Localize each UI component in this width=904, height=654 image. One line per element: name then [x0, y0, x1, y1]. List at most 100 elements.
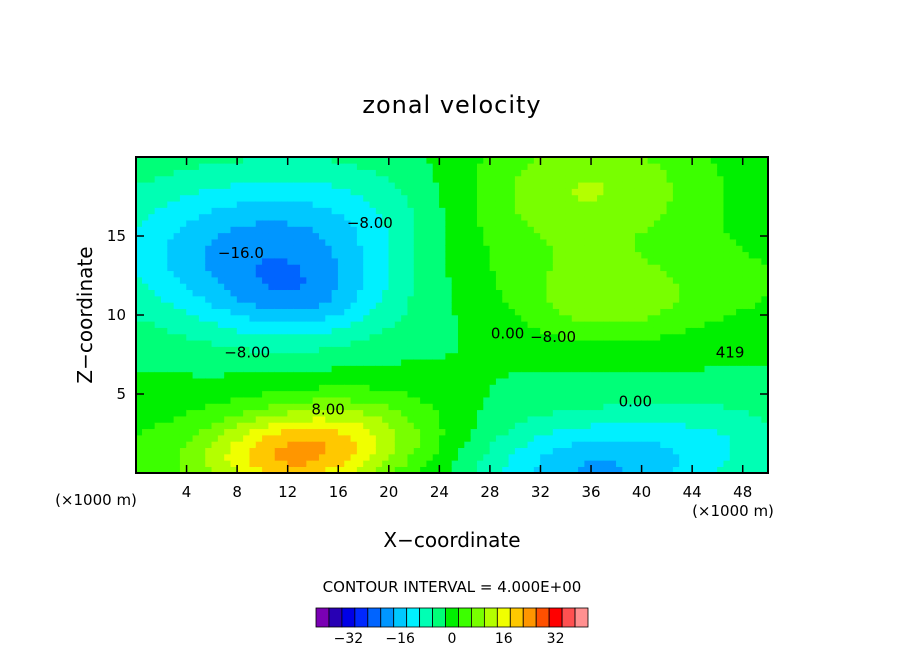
- field-cell: [230, 188, 238, 196]
- field-cell: [318, 283, 326, 291]
- field-cell: [439, 232, 446, 240]
- field-cell: [597, 276, 604, 284]
- field-cell: [186, 232, 194, 240]
- field-cell: [337, 358, 345, 366]
- field-cell: [217, 321, 225, 328]
- field-cell: [230, 314, 238, 322]
- field-cell: [603, 396, 611, 404]
- field-cell: [685, 213, 693, 221]
- field-cell: [464, 188, 472, 196]
- field-cell: [571, 207, 579, 215]
- field-cell: [723, 295, 731, 303]
- field-cell: [363, 200, 371, 208]
- field-cell: [369, 157, 377, 164]
- field-cell: [420, 302, 428, 309]
- field-cell: [710, 175, 718, 183]
- field-cell: [458, 194, 465, 202]
- field-cell: [616, 321, 623, 328]
- field-cell: [331, 289, 339, 297]
- field-cell: [205, 219, 213, 227]
- field-cell: [413, 163, 421, 170]
- field-cell: [616, 232, 623, 240]
- field-cell: [142, 238, 149, 246]
- field-cell: [420, 396, 428, 404]
- field-cell: [236, 371, 244, 379]
- field-cell: [698, 226, 706, 234]
- field-cell: [262, 264, 270, 272]
- field-cell: [167, 270, 175, 278]
- field-cell: [236, 358, 244, 366]
- field-cell: [571, 339, 579, 347]
- field-cell: [167, 188, 175, 196]
- field-cell: [407, 270, 415, 278]
- field-cell: [552, 403, 560, 411]
- field-cell: [571, 219, 579, 227]
- field-cell: [533, 358, 541, 366]
- field-cell: [432, 302, 440, 309]
- field-cell: [388, 409, 396, 417]
- field-cell: [723, 200, 731, 208]
- field-cell: [717, 308, 725, 316]
- field-cell: [641, 333, 649, 341]
- field-cell: [382, 339, 390, 347]
- field-cell: [571, 422, 579, 430]
- field-cell: [565, 181, 573, 189]
- field-cell: [306, 238, 314, 246]
- field-cell: [255, 441, 263, 449]
- field-cell: [293, 188, 301, 196]
- field-cell: [325, 365, 333, 373]
- field-cell: [148, 365, 156, 373]
- field-cell: [628, 346, 636, 354]
- field-cell: [375, 276, 383, 284]
- field-cell: [584, 308, 592, 316]
- field-cell: [723, 276, 731, 284]
- field-cell: [293, 403, 301, 411]
- field-cell: [508, 358, 516, 366]
- field-cell: [312, 276, 320, 284]
- field-cell: [685, 466, 693, 473]
- field-cell: [205, 434, 213, 442]
- field-cell: [136, 157, 143, 164]
- field-cell: [559, 295, 567, 303]
- field-cell: [413, 403, 421, 411]
- field-cell: [445, 434, 453, 442]
- field-cell: [312, 226, 320, 234]
- field-cell: [382, 308, 390, 316]
- field-cell: [552, 466, 560, 473]
- field-cell: [508, 321, 516, 328]
- field-cell: [464, 232, 472, 240]
- field-cell: [249, 219, 257, 227]
- field-cell: [420, 188, 428, 196]
- field-cell: [205, 245, 213, 253]
- field-cell: [148, 194, 156, 202]
- field-cell: [167, 428, 175, 436]
- field-cell: [666, 321, 674, 328]
- field-cell: [559, 302, 567, 309]
- field-cell: [344, 276, 352, 284]
- field-cell: [552, 264, 560, 272]
- field-cell: [761, 346, 768, 354]
- field-cell: [571, 327, 579, 335]
- field-cell: [224, 283, 232, 291]
- field-cell: [647, 295, 655, 303]
- field-cell: [451, 283, 459, 291]
- field-cell: [369, 466, 377, 473]
- field-cell: [154, 175, 162, 183]
- field-cell: [192, 245, 200, 253]
- field-cell: [679, 321, 687, 328]
- field-cell: [179, 302, 187, 309]
- field-cell: [634, 194, 642, 202]
- field-cell: [173, 358, 181, 366]
- field-cell: [666, 453, 674, 461]
- field-cell: [445, 333, 453, 341]
- field-cell: [249, 308, 257, 316]
- field-cell: [704, 371, 712, 379]
- field-cell: [470, 384, 478, 392]
- field-cell: [495, 188, 503, 196]
- field-cell: [268, 434, 276, 442]
- field-cell: [736, 276, 744, 284]
- field-cell: [691, 169, 699, 177]
- field-cell: [325, 289, 333, 297]
- field-cell: [407, 428, 415, 436]
- field-cell: [521, 169, 529, 177]
